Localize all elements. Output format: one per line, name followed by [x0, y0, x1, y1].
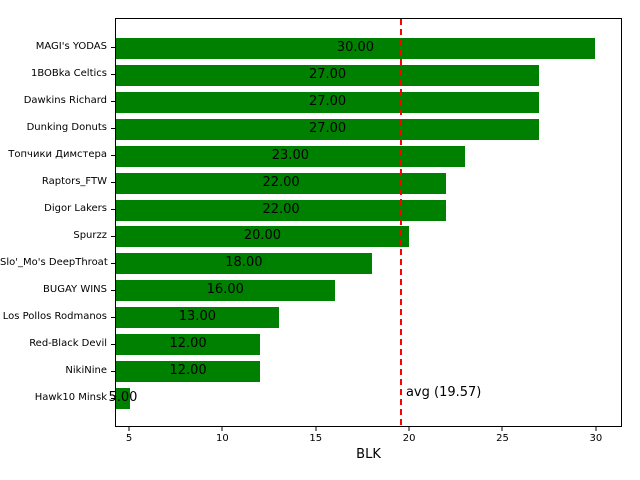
- x-tick-mark: [221, 427, 223, 431]
- bar-row: 12.00: [116, 358, 621, 385]
- y-tick-mark: [111, 262, 115, 264]
- bar-value-label: 16.00: [206, 282, 244, 298]
- avg-line-label: avg (19.57): [405, 385, 482, 400]
- bar-row: 5.00: [108, 385, 621, 412]
- x-tick-mark: [408, 427, 410, 431]
- bar: [116, 334, 261, 356]
- bar-row: 18.00: [116, 250, 621, 277]
- bar-value-label: 27.00: [308, 120, 347, 136]
- y-tick-label: MAGI's YODAS: [35, 41, 107, 53]
- bar-value-label: 5.00: [108, 390, 138, 406]
- bar: [116, 388, 130, 410]
- x-tick-label: 5: [125, 433, 133, 444]
- bar: [116, 172, 447, 194]
- x-tick-mark: [501, 427, 503, 431]
- bar-value-label: 27.00: [308, 93, 347, 109]
- y-tick-label: Los Pollos Rodmanos: [2, 310, 107, 322]
- x-tick-label: 15: [309, 433, 323, 444]
- y-tick-mark: [111, 47, 115, 49]
- bar-row: 27.00: [116, 116, 621, 143]
- bar: [116, 118, 540, 140]
- y-tick-mark: [111, 101, 115, 103]
- bar-value-label: 12.00: [169, 363, 207, 379]
- bar-value-label: 12.00: [169, 336, 207, 352]
- bar: [116, 145, 465, 167]
- y-tick-mark: [111, 343, 115, 345]
- bar: [116, 361, 261, 383]
- x-tick-label: 25: [496, 433, 509, 444]
- y-tick-label: Dunking Donuts: [26, 122, 107, 134]
- plot-area: 30.00 27.00 27.00 27.00 23.00 22.00 22.00 20.00…: [108, 18, 622, 427]
- x-axis-label: BLK: [356, 447, 381, 462]
- y-tick-label: Raptors_FTW: [41, 176, 107, 188]
- bar-value-label: 22.00: [262, 174, 300, 190]
- bar-value-label: 13.00: [178, 309, 216, 325]
- y-tick-mark: [111, 316, 115, 318]
- y-tick-mark: [111, 155, 115, 157]
- bar-value-label: 22.00: [262, 201, 300, 217]
- bar-value-label: 27.00: [308, 66, 347, 82]
- y-tick-label: Hawk10 Minsk: [34, 391, 107, 403]
- y-tick-mark: [111, 74, 115, 76]
- bar-row: 30.00: [116, 35, 621, 62]
- y-tick-mark: [111, 209, 115, 211]
- bar-row: 22.00: [116, 170, 621, 197]
- bar: [116, 226, 409, 248]
- y-tick-mark: [111, 397, 115, 399]
- y-tick-label: NikiNine: [65, 364, 107, 376]
- bar: [116, 64, 540, 86]
- bar: [116, 199, 447, 221]
- bar: [116, 37, 595, 59]
- x-tick-label: 30: [589, 433, 603, 444]
- y-tick-label: Slo'_Mo's DeepThroat: [0, 256, 108, 268]
- bar-row: 27.00: [116, 62, 621, 89]
- y-tick-label: Spurzz: [73, 229, 107, 241]
- y-tick-label: Digor Lakers: [44, 203, 107, 215]
- bar-value-label: 20.00: [243, 228, 282, 244]
- bar-row: 13.00: [116, 304, 621, 331]
- x-tick-mark: [315, 427, 317, 431]
- bar-row: 20.00: [116, 224, 621, 251]
- avg-line: [399, 19, 402, 426]
- y-tick-mark: [111, 289, 115, 291]
- bar-row: 27.00: [116, 89, 621, 116]
- y-tick-label: Топчики Димстера: [8, 149, 107, 161]
- y-tick-label: 1BOBka Celtics: [30, 68, 107, 80]
- bar-value-label: 18.00: [225, 255, 263, 271]
- bar-row: 22.00: [116, 197, 621, 224]
- y-tick-label: BUGAY WINS: [43, 283, 107, 295]
- x-tick-label: 20: [402, 433, 416, 444]
- x-tick-mark: [128, 427, 130, 431]
- bar: [116, 280, 335, 302]
- bar-value-label: 23.00: [271, 147, 309, 163]
- bar: [116, 253, 372, 275]
- y-tick-label: Red-Black Devil: [29, 337, 107, 349]
- bar: [116, 91, 540, 113]
- y-tick-label: Dawkins Richard: [23, 95, 107, 107]
- bar-row: 12.00: [116, 331, 621, 358]
- bar-value-label: 30.00: [336, 39, 375, 55]
- y-tick-mark: [111, 235, 115, 237]
- y-tick-mark: [111, 370, 115, 372]
- x-tick-label: 10: [216, 433, 229, 444]
- bar: [116, 307, 279, 329]
- y-tick-mark: [111, 182, 115, 184]
- bar-row: 16.00: [116, 277, 621, 304]
- y-tick-mark: [111, 128, 115, 130]
- x-tick-mark: [595, 427, 597, 431]
- bar-row: 23.00: [116, 143, 621, 170]
